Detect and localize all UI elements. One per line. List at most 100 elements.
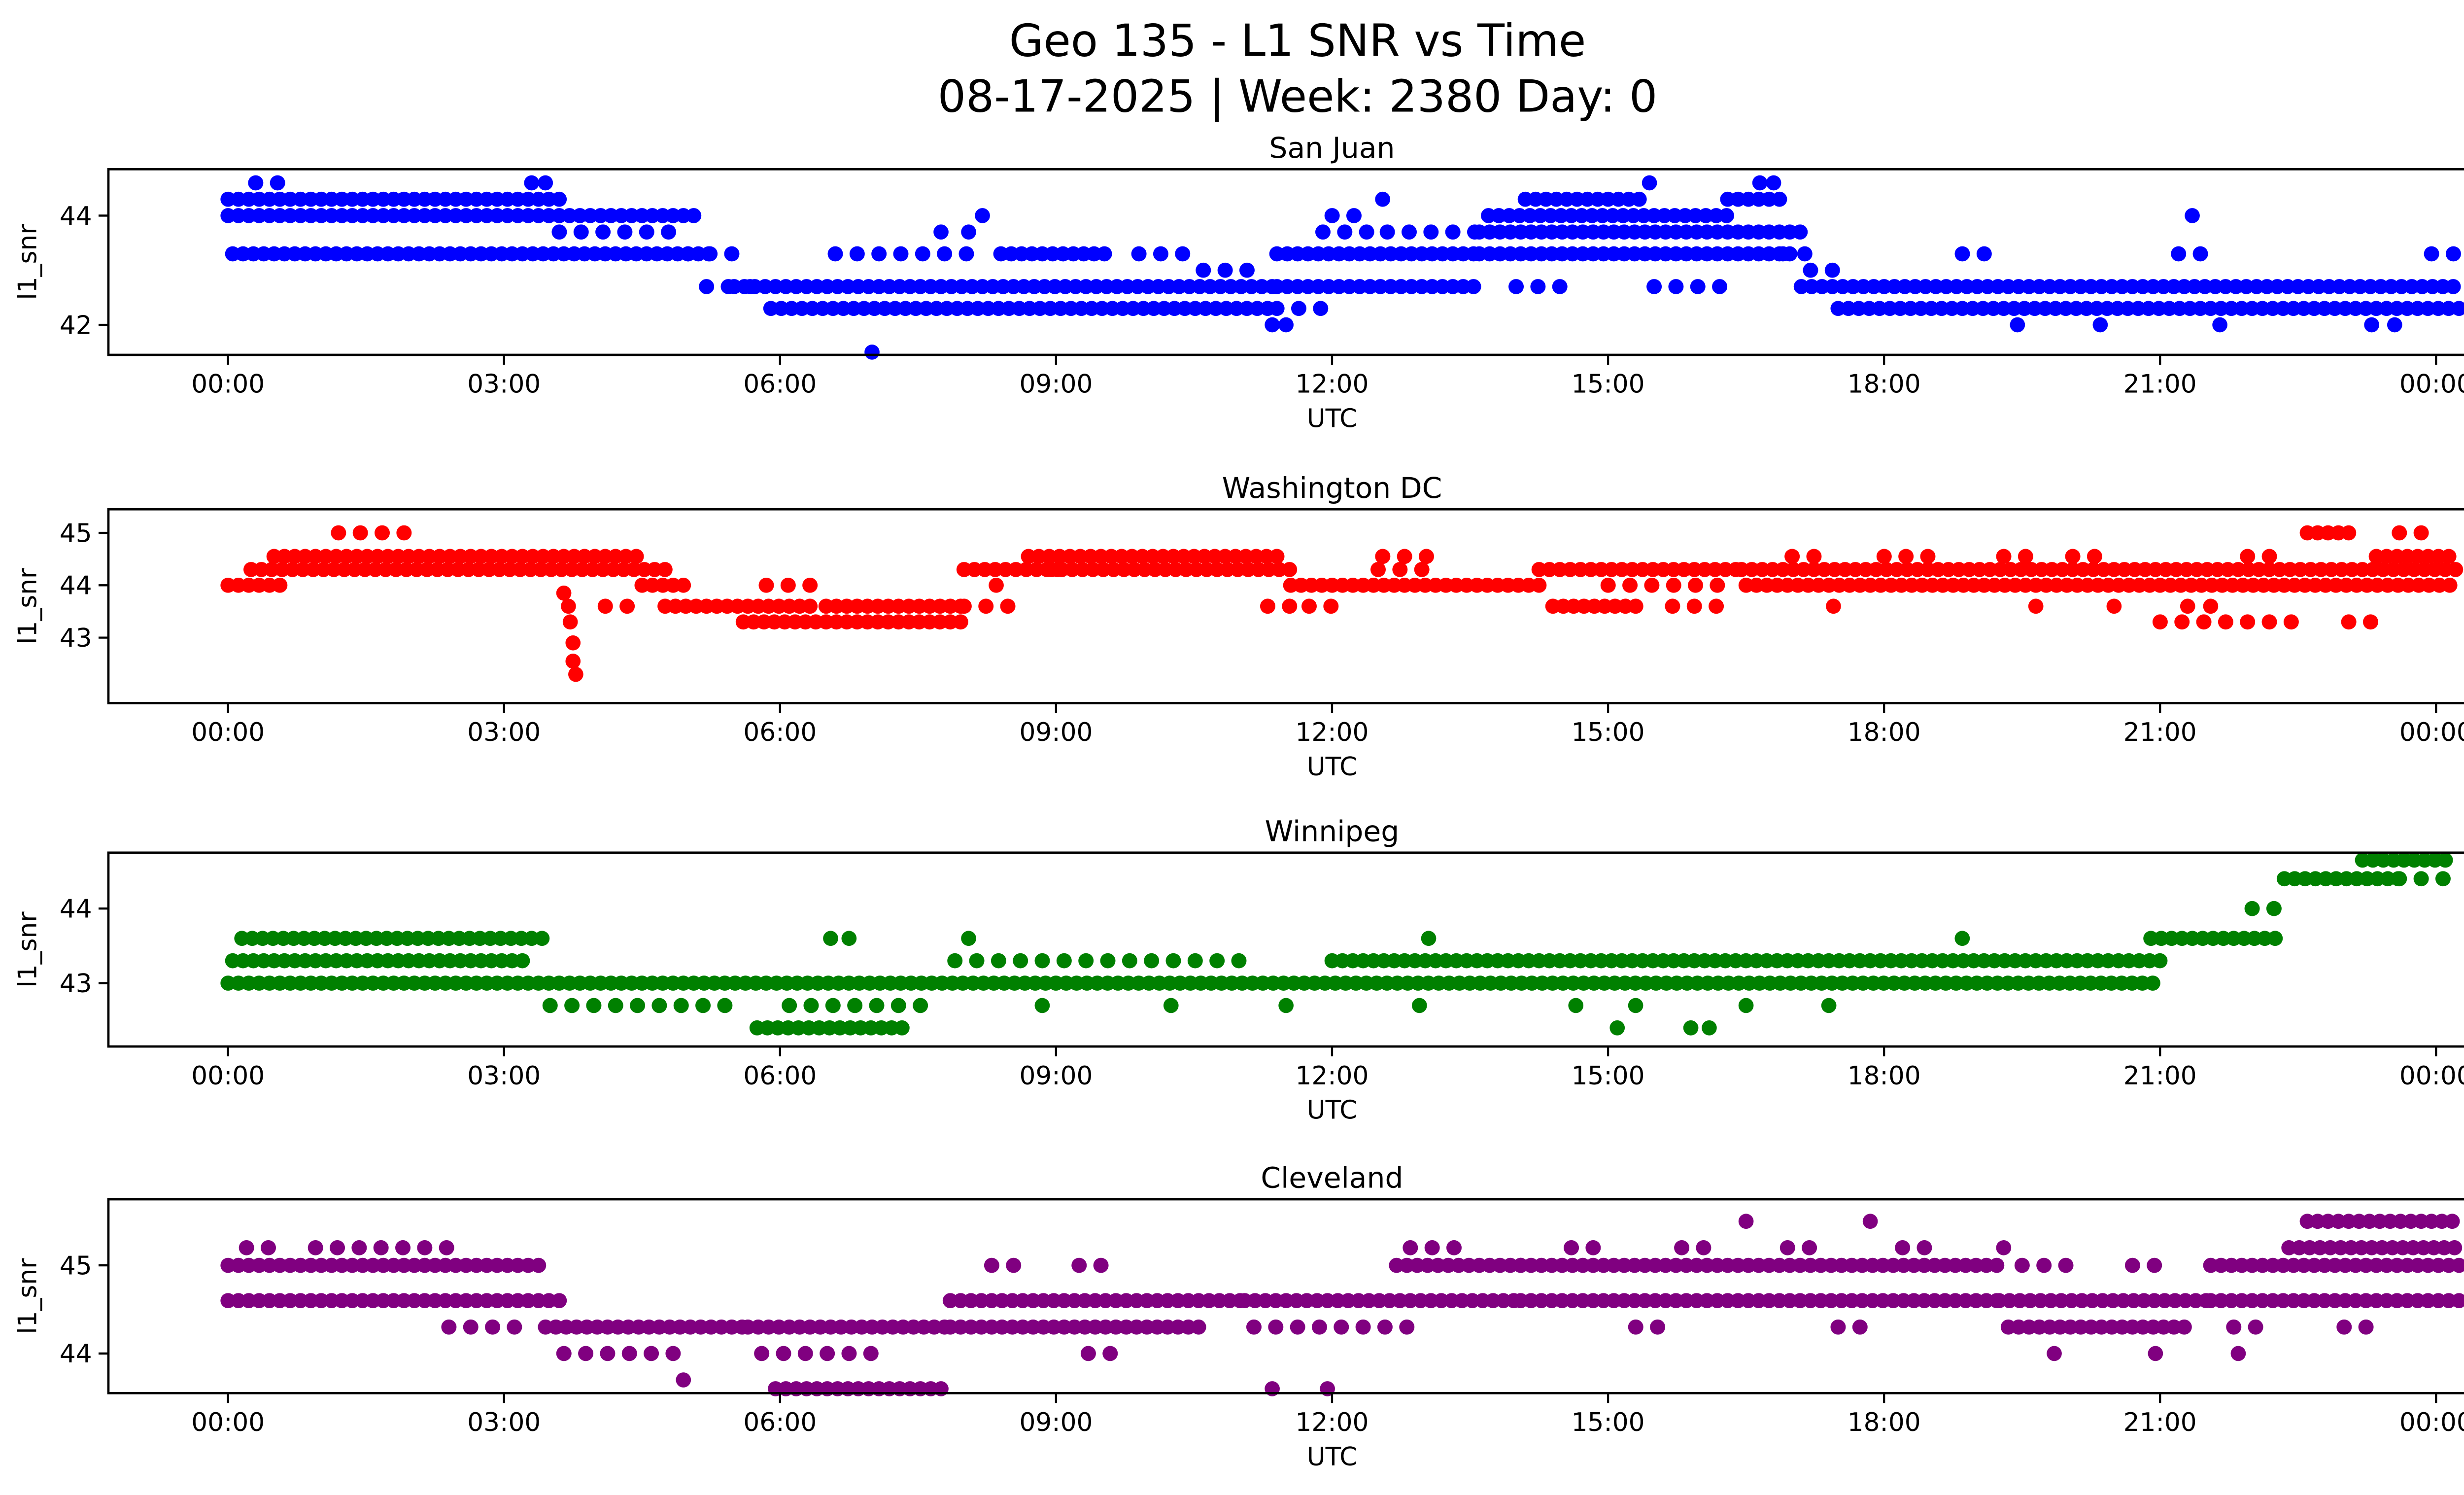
scatter-point (1163, 998, 1179, 1013)
scatter-point (1766, 175, 1781, 191)
y-tick-label: 44 (60, 895, 92, 924)
subplot-washington-dc: 00:00 03:00 06:00 09:00 12:00 15:00 18:00 21:00… (13, 508, 2464, 782)
scatter-point (2092, 317, 2108, 333)
scatter-point (2106, 598, 2122, 614)
y-axis-label: l1_snr (13, 1258, 42, 1334)
x-tick-label: 06:00 (743, 1408, 817, 1437)
x-tick-label: 06:00 (743, 370, 817, 399)
scatter-point (565, 635, 581, 651)
scatter-point (1034, 998, 1050, 1013)
x-tick-label: 00:00 (2399, 718, 2464, 747)
x-tick-label: 03:00 (467, 370, 541, 399)
x-tick-label: 18:00 (1848, 718, 1921, 747)
scatter-point (556, 585, 572, 601)
x-tick-label: 21:00 (2123, 370, 2197, 399)
scatter-point (2185, 208, 2200, 223)
scatter-point (676, 1372, 691, 1388)
x-tick-label: 12:00 (1296, 718, 1369, 747)
scatter-point (1375, 191, 1391, 207)
x-tick-label: 06:00 (743, 1061, 817, 1091)
scatter-point (2047, 1346, 2062, 1361)
y-tick-label: 43 (60, 969, 92, 999)
x-tick-label: 03:00 (467, 1408, 541, 1437)
scatter-point (2148, 1346, 2163, 1361)
x-tick-label: 00:00 (2399, 370, 2464, 399)
scatter-point (1642, 175, 1657, 191)
x-tick-label: 15:00 (1572, 1061, 1645, 1091)
scatter-point (1702, 1020, 1717, 1036)
x-tick-label: 00:00 (191, 718, 265, 747)
scatter-point (823, 931, 838, 946)
x-tick-label: 03:00 (467, 1061, 541, 1091)
scatter-point (562, 614, 578, 630)
scatter-point (989, 578, 1004, 593)
x-tick-label: 00:00 (191, 1061, 265, 1091)
x-tick-label: 06:00 (743, 718, 817, 747)
scatter-point (2010, 317, 2025, 333)
x-tick-label: 00:00 (2399, 1061, 2464, 1091)
x-tick-label: 12:00 (1296, 370, 1369, 399)
scatter-point (538, 175, 553, 191)
figure-title-line1: Geo 135 - L1 SNR vs Time (1009, 15, 1586, 67)
scatter-point (561, 598, 576, 614)
x-tick-label: 00:00 (2399, 1408, 2464, 1437)
scatter-point (2230, 1346, 2246, 1361)
x-tick-label: 09:00 (1019, 1408, 1093, 1437)
x-tick-label: 12:00 (1296, 1061, 1369, 1091)
scatter-point (1278, 317, 1294, 333)
scatter-point (1628, 998, 1643, 1013)
subplot-title-washington-dc: Washington DC (1222, 471, 1442, 505)
x-tick-label: 21:00 (2123, 1061, 2197, 1091)
subplot-winnipeg: 00:00 03:00 06:00 09:00 12:00 15:00 18:00 21:00… (13, 851, 2464, 1125)
scatter-point (1738, 998, 1754, 1013)
scatter-point (1421, 931, 1437, 946)
scatter-point (1826, 598, 1841, 614)
y-axis-label: l1_snr (13, 911, 42, 988)
y-tick-label: 44 (60, 571, 92, 601)
scatter-point (1265, 317, 1280, 333)
x-tick-label: 12:00 (1296, 1408, 1369, 1437)
x-tick-label: 21:00 (2123, 718, 2197, 747)
scatter-point (2212, 317, 2227, 333)
scatter-point (961, 931, 976, 946)
figure-title-line2: 08-17-2025 | Week: 2380 Day: 0 (938, 71, 1658, 123)
scatter-point (1738, 1214, 1754, 1229)
scatter-point (568, 666, 583, 682)
scatter-point (975, 208, 990, 223)
x-tick-label: 15:00 (1572, 370, 1645, 399)
y-axis-label: l1_snr (13, 568, 42, 644)
x-tick-label: 09:00 (1019, 1061, 1093, 1091)
scatter-point (1568, 998, 1584, 1013)
x-axis-label: UTC (1307, 1096, 1357, 1125)
x-tick-label: 00:00 (191, 1408, 265, 1437)
scatter-point (1412, 998, 1427, 1013)
scatter-point (2203, 598, 2219, 614)
x-axis-label: UTC (1307, 404, 1357, 434)
scatter-point (1821, 998, 1837, 1013)
y-tick-label: 42 (60, 311, 92, 340)
x-tick-label: 09:00 (1019, 718, 1093, 747)
subplot-san-juan: 00:00 03:00 06:00 09:00 12:00 15:00 18:00 21:00… (13, 168, 2464, 434)
x-axis-label: UTC (1307, 752, 1357, 782)
x-tick-label: 03:00 (467, 718, 541, 747)
x-tick-label: 15:00 (1572, 1408, 1645, 1437)
scatter-point (1862, 1214, 1878, 1229)
scatter-point (2387, 317, 2402, 333)
y-tick-label: 45 (60, 519, 92, 548)
x-tick-label: 18:00 (1848, 370, 1921, 399)
x-tick-label: 18:00 (1848, 1408, 1921, 1437)
scatter-point (1683, 1020, 1699, 1036)
y-tick-label: 43 (60, 624, 92, 653)
x-tick-label: 21:00 (2123, 1408, 2197, 1437)
subplot-cleveland: 00:00 03:00 06:00 09:00 12:00 15:00 18:00 21:00… (13, 1198, 2464, 1472)
subplot-title-winnipeg: Winnipeg (1265, 814, 1400, 848)
y-tick-label: 44 (60, 202, 92, 231)
scatter-point (2028, 598, 2044, 614)
scatter-point (565, 654, 581, 669)
scatter-point (864, 345, 880, 360)
subplot-title-cleveland: Cleveland (1261, 1161, 1403, 1195)
scatter-point (961, 224, 976, 240)
scatter-point (1996, 1240, 2012, 1255)
